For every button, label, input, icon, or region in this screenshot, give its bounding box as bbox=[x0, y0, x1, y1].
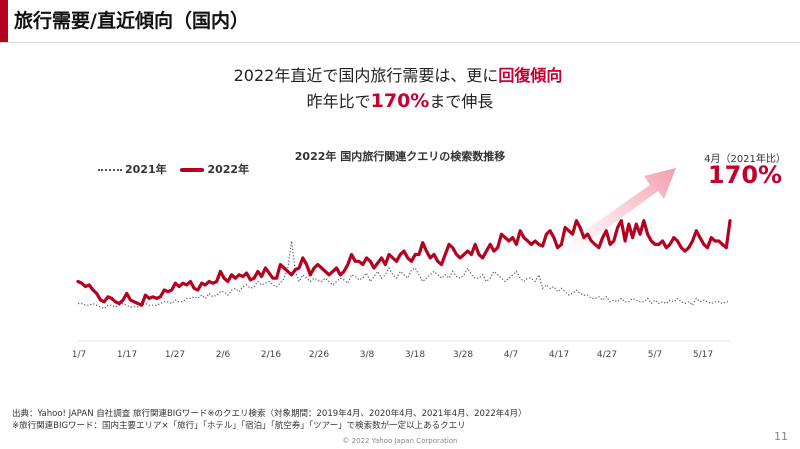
chart-legend: 2021年 2022年 bbox=[98, 161, 259, 177]
x-tick-label: 3/18 bbox=[405, 350, 425, 360]
slide-title: 旅行需要/直近傾向（国内） bbox=[14, 10, 249, 32]
series-line-2021 bbox=[78, 240, 730, 310]
x-tick-label: 3/28 bbox=[453, 350, 473, 360]
callout-value: 170% bbox=[707, 161, 783, 189]
headline-line-2: 昨年比で170%まで伸長 bbox=[0, 88, 800, 112]
headline-1-text: 2022年直近で国内旅行需要は、更に bbox=[233, 66, 499, 85]
x-tick-label: 5/17 bbox=[693, 350, 713, 360]
x-tick-label: 1/27 bbox=[165, 350, 185, 360]
x-tick-label: 1/7 bbox=[72, 350, 86, 360]
series-line-2022 bbox=[76, 219, 732, 307]
x-tick-label: 1/17 bbox=[117, 350, 137, 360]
legend-label-2022: 2022年 bbox=[207, 163, 250, 176]
x-tick-label: 2/26 bbox=[309, 350, 329, 360]
copyright: © 2022 Yahoo Japan Corporation bbox=[342, 437, 458, 445]
x-tick-label: 4/7 bbox=[504, 350, 518, 360]
chart-title: 2022年 国内旅行関連クエリの検索数推移 bbox=[294, 150, 506, 163]
callout-label: 4月（2021年比） bbox=[704, 154, 786, 165]
x-tick-label: 2/16 bbox=[261, 350, 281, 360]
legend-item-2022: 2022年 bbox=[180, 161, 249, 177]
headline-2-prefix: 昨年比で bbox=[306, 92, 371, 111]
headline-1-highlight: 回復傾向 bbox=[498, 66, 563, 85]
source-note: 出典：Yahoo! JAPAN 自社調査 旅行関連BIGワード※のクエリ検索（対… bbox=[12, 409, 527, 419]
x-tick-label: 3/8 bbox=[360, 350, 375, 360]
legend-swatch-2022 bbox=[180, 168, 205, 172]
title-divider bbox=[0, 42, 800, 43]
x-tick-label: 5/7 bbox=[648, 350, 662, 360]
trend-arrow bbox=[560, 168, 676, 254]
x-tick-label: 2/6 bbox=[216, 350, 231, 360]
legend-item-2021: 2021年 bbox=[98, 161, 167, 177]
legend-label-2021: 2021年 bbox=[125, 163, 167, 176]
title-accent-bar bbox=[0, 0, 8, 42]
page-number: 11 bbox=[774, 430, 788, 443]
x-tick-label: 4/27 bbox=[597, 350, 617, 360]
headline-line-1: 2022年直近で国内旅行需要は、更に回復傾向 bbox=[0, 62, 798, 86]
headline-2-highlight: 170% bbox=[370, 90, 430, 112]
x-tick-label: 4/17 bbox=[549, 350, 569, 360]
legend-swatch-2021 bbox=[98, 169, 122, 171]
definition-note: ※旅行関連BIGワード：国内主要エリア×「旅行」「ホテル」「宿泊」「航空券」「ツ… bbox=[12, 421, 466, 431]
headline-2-suffix: まで伸長 bbox=[429, 92, 494, 111]
